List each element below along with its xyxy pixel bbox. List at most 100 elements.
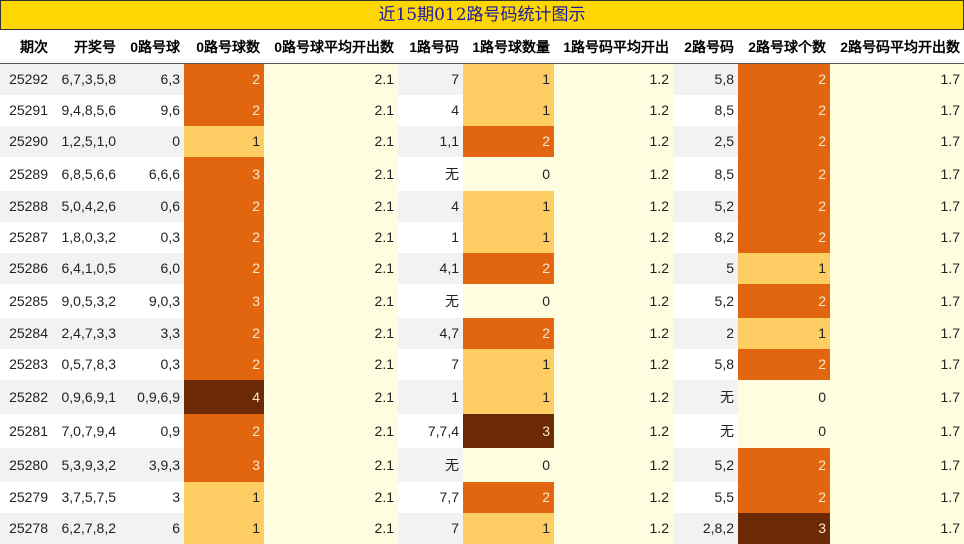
route1-numbers-cell: 7,7,4 — [398, 413, 463, 448]
route1-numbers-cell: 无 — [398, 447, 463, 482]
route2-numbers-cell: 8,5 — [673, 156, 738, 191]
route2-avg-cell: 1.7 — [830, 447, 964, 482]
draw-number-cell: 1,2,5,1,0 — [52, 125, 120, 157]
route2-avg-cell: 1.7 — [830, 348, 964, 380]
route2-count-cell: 2 — [738, 221, 830, 253]
route1-avg-cell: 1.2 — [554, 379, 673, 414]
route1-avg-cell: 1.2 — [554, 447, 673, 482]
col-header: 1路号码 — [398, 30, 463, 64]
period-cell: 25281 — [0, 413, 52, 448]
route2-avg-cell: 1.7 — [830, 156, 964, 191]
col-header: 开奖号 — [52, 30, 120, 64]
route0-numbers-cell: 6,6,6 — [120, 156, 184, 191]
route0-count-cell: 3 — [184, 283, 264, 318]
route1-avg-cell: 1.2 — [554, 512, 673, 544]
period-cell: 25280 — [0, 447, 52, 482]
period-cell: 25286 — [0, 252, 52, 284]
route1-count-cell: 2 — [463, 252, 554, 284]
route0-count-cell: 1 — [184, 512, 264, 544]
table-row: 25286 6,4,1,0,5 6,0 2 2.1 4,1 2 1.2 5 1 1.7 — [0, 252, 964, 284]
route0-count-cell: 2 — [184, 252, 264, 284]
route0-numbers-cell: 0,9,6,9 — [120, 379, 184, 414]
draw-number-cell: 1,8,0,3,2 — [52, 221, 120, 253]
table-row: 25282 0,9,6,9,1 0,9,6,9 4 2.1 1 1 1.2 无 0 1.7 — [0, 379, 964, 414]
route1-avg-cell: 1.2 — [554, 94, 673, 126]
table-body: 25292 6,7,3,5,8 6,3 2 2.1 7 1 1.2 5,8 2 1.7 25291 9,… — [0, 63, 964, 544]
route2-count-cell: 2 — [738, 348, 830, 380]
draw-number-cell: 6,4,1,0,5 — [52, 252, 120, 284]
route2-count-cell: 2 — [738, 190, 830, 222]
route2-numbers-cell: 无 — [673, 379, 738, 414]
draw-number-cell: 6,8,5,6,6 — [52, 156, 120, 191]
route2-numbers-cell: 5,2 — [673, 190, 738, 222]
route1-numbers-cell: 7 — [398, 512, 463, 544]
route2-count-cell: 2 — [738, 283, 830, 318]
route2-count-cell: 2 — [738, 447, 830, 482]
table-row: 25285 9,0,5,3,2 9,0,3 3 2.1 无 0 1.2 5,2 2 1.7 — [0, 283, 964, 318]
route1-numbers-cell: 4 — [398, 94, 463, 126]
route1-count-cell: 1 — [463, 379, 554, 414]
route0-avg-cell: 2.1 — [264, 63, 398, 95]
col-header: 1路号码平均开出 — [554, 30, 673, 64]
period-cell: 25287 — [0, 221, 52, 253]
period-cell: 25278 — [0, 512, 52, 544]
route0-avg-cell: 2.1 — [264, 348, 398, 380]
route1-numbers-cell: 1,1 — [398, 125, 463, 157]
route2-avg-cell: 1.7 — [830, 283, 964, 318]
route2-count-cell: 0 — [738, 413, 830, 448]
col-header: 2路号球个数 — [738, 30, 830, 64]
route0-avg-cell: 2.1 — [264, 283, 398, 318]
col-header: 2路号码 — [673, 30, 738, 64]
route2-numbers-cell: 2,8,2 — [673, 512, 738, 544]
route1-avg-cell: 1.2 — [554, 221, 673, 253]
route2-count-cell: 2 — [738, 94, 830, 126]
route2-numbers-cell: 8,2 — [673, 221, 738, 253]
route0-avg-cell: 2.1 — [264, 447, 398, 482]
route-stats-table: 期次 开奖号 0路号球 0路号球数 0路号球平均开出数 1路号码 1路号球数量 … — [0, 30, 964, 544]
route0-count-cell: 3 — [184, 156, 264, 191]
period-cell: 25288 — [0, 190, 52, 222]
route1-numbers-cell: 4,7 — [398, 317, 463, 349]
route0-numbers-cell: 0,9 — [120, 413, 184, 448]
table-row: 25279 3,7,5,7,5 3 1 2.1 7,7 2 1.2 5,5 2 1.7 — [0, 481, 964, 513]
col-header: 1路号球数量 — [463, 30, 554, 64]
route1-numbers-cell: 7,7 — [398, 481, 463, 513]
route1-avg-cell: 1.2 — [554, 125, 673, 157]
route0-avg-cell: 2.1 — [264, 379, 398, 414]
route0-numbers-cell: 9,0,3 — [120, 283, 184, 318]
route2-numbers-cell: 2,5 — [673, 125, 738, 157]
route0-count-cell: 1 — [184, 125, 264, 157]
route1-numbers-cell: 7 — [398, 348, 463, 380]
route1-count-cell: 1 — [463, 190, 554, 222]
route2-numbers-cell: 5,2 — [673, 283, 738, 318]
route2-numbers-cell: 无 — [673, 413, 738, 448]
route1-numbers-cell: 7 — [398, 63, 463, 95]
route0-numbers-cell: 0,3 — [120, 348, 184, 380]
route1-numbers-cell: 无 — [398, 283, 463, 318]
table-row: 25280 5,3,9,3,2 3,9,3 3 2.1 无 0 1.2 5,2 2 1.7 — [0, 447, 964, 482]
route1-numbers-cell: 4,1 — [398, 252, 463, 284]
route0-avg-cell: 2.1 — [264, 156, 398, 191]
route1-count-cell: 1 — [463, 221, 554, 253]
route1-avg-cell: 1.2 — [554, 348, 673, 380]
route2-avg-cell: 1.7 — [830, 512, 964, 544]
route2-count-cell: 1 — [738, 252, 830, 284]
route2-numbers-cell: 5,2 — [673, 447, 738, 482]
draw-number-cell: 6,2,7,8,2 — [52, 512, 120, 544]
route0-numbers-cell: 0,3 — [120, 221, 184, 253]
col-header: 0路号球 — [120, 30, 184, 64]
route0-numbers-cell: 0 — [120, 125, 184, 157]
table-row: 25290 1,2,5,1,0 0 1 2.1 1,1 2 1.2 2,5 2 1.7 — [0, 125, 964, 157]
route0-count-cell: 2 — [184, 221, 264, 253]
period-cell: 25291 — [0, 94, 52, 126]
period-cell: 25282 — [0, 379, 52, 414]
draw-number-cell: 7,0,7,9,4 — [52, 413, 120, 448]
route1-count-cell: 2 — [463, 481, 554, 513]
period-cell: 25285 — [0, 283, 52, 318]
route0-avg-cell: 2.1 — [264, 125, 398, 157]
route1-count-cell: 3 — [463, 413, 554, 448]
draw-number-cell: 9,4,8,5,6 — [52, 94, 120, 126]
route0-count-cell: 4 — [184, 379, 264, 414]
draw-number-cell: 3,7,5,7,5 — [52, 481, 120, 513]
route1-avg-cell: 1.2 — [554, 63, 673, 95]
